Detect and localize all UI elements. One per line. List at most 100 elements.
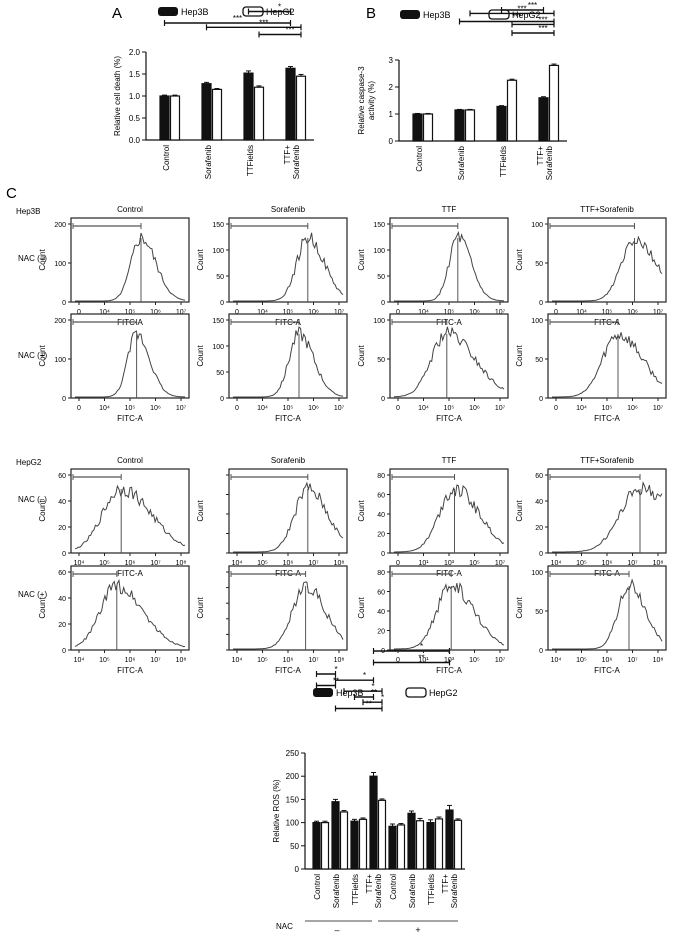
flow-histogram-trace	[233, 232, 344, 302]
flow-x-tick-label: 0	[77, 309, 81, 316]
flow-x-tick-label: 10⁵	[125, 405, 136, 412]
flow-x-tick-label: 0	[554, 309, 558, 316]
bar-hepg2	[548, 64, 560, 142]
significance-label: ***	[517, 4, 526, 13]
flow-x-tick-label: 10⁵	[444, 309, 455, 316]
flow-x-tick-label: 10⁷	[308, 560, 319, 567]
flow-histogram-trace	[75, 330, 185, 398]
flow-x-title: FITC-A	[436, 318, 462, 327]
y-tick-label: 0	[389, 137, 394, 146]
flow-x-tick-label: 0	[396, 560, 400, 567]
flow-y-title: Count	[38, 500, 47, 522]
flow-y-tick-label: 20	[377, 532, 385, 539]
flow-histogram-trace	[394, 230, 505, 302]
significance-label: ***	[285, 26, 294, 35]
bar-hepg2	[506, 79, 518, 142]
flow-x-tick-label: 10⁸	[653, 560, 664, 567]
flow-y-tick-label: 60	[58, 473, 66, 480]
flow-x-tick-label: 10⁴	[576, 309, 587, 316]
flow-panel-title: Control	[117, 456, 143, 465]
flow-y-title: Count	[515, 345, 524, 367]
y-tick-label: 0.0	[129, 136, 141, 145]
flow-panel-15: 0 20 40 60 80 Count 0 10¹ 10³ 10⁵ 10⁷ FITC-A	[357, 565, 509, 675]
y-tick-label: 2.0	[129, 48, 141, 57]
flow-y-title: Count	[357, 249, 366, 271]
legend-b-hep3b-swatch	[400, 10, 420, 19]
legend-d-hep3b-swatch	[313, 688, 333, 697]
flow-histogram-trace	[394, 581, 505, 650]
flow-y-title: Count	[196, 500, 205, 522]
flow-y-tick-label: 150	[212, 318, 224, 325]
bar-hepg2	[377, 799, 387, 870]
significance-label: *	[381, 693, 384, 702]
flow-x-tick-label: 10⁷	[627, 657, 638, 664]
flow-x-tick-label: 10³	[444, 560, 455, 567]
flow-y-title: Count	[515, 500, 524, 522]
flow-x-tick-label: 10⁴	[74, 657, 85, 664]
flow-histogram-trace	[75, 232, 186, 302]
flow-x-title: FITC-A	[275, 666, 301, 675]
flow-y-tick-label: 40	[535, 499, 543, 506]
flow-y-tick-label: 40	[377, 609, 385, 616]
flow-y-tick-label: 50	[535, 609, 543, 616]
flow-histogram-trace	[552, 332, 663, 398]
y-tick-label: 1.0	[129, 92, 141, 101]
bar-hepg2	[453, 819, 463, 870]
flow-x-tick-label: 10⁴	[418, 309, 429, 316]
bar-hep3b	[285, 67, 296, 141]
significance-label: ***	[233, 14, 242, 23]
legend-b-hepg2-swatch	[488, 9, 510, 20]
flow-x-tick-label: 0	[396, 657, 400, 664]
flow-y-tick-label: 80	[377, 570, 385, 577]
flow-histogram-trace	[552, 235, 663, 302]
bar-hep3b	[201, 83, 212, 141]
panel-c-letter: C	[6, 185, 17, 202]
flow-x-tick-label: 10⁴	[257, 405, 268, 412]
flow-y-tick-label: 100	[531, 318, 543, 325]
flow-x-tick-label: 10⁶	[469, 309, 480, 316]
flow-x-tick-label: 10⁶	[602, 560, 613, 567]
panel-a-letter: A	[112, 5, 122, 22]
flow-y-tick-label: 0	[539, 551, 543, 558]
flow-panel-title: Control	[117, 205, 143, 214]
flow-panel-title: TTF+Sorafenib	[580, 205, 634, 214]
significance-label: ***	[528, 1, 537, 10]
bar-chart-a: 0.0 0.5 1.0 1.5 2.0 Relative cell death (%) Co…	[113, 3, 314, 179]
flow-x-tick-label: 10⁷	[150, 657, 161, 664]
flow-frame	[389, 565, 509, 651]
y-tick-label: 1	[389, 110, 394, 119]
bar-hep3b	[426, 821, 435, 870]
bar-hep3b	[159, 95, 170, 141]
flow-y-tick-label: 0	[62, 396, 66, 403]
bar-hep3b	[538, 97, 549, 142]
flow-x-tick-label: 10⁴	[232, 560, 243, 567]
flow-y-tick-label: 0	[220, 300, 224, 307]
flow-panel-9: Control 0 20 40 60 Count 10⁴ 10⁵ 10⁶ 10⁷ 10⁸ FITC-A	[38, 456, 190, 578]
flow-x-tick-label: 10⁶	[627, 405, 638, 412]
y-tick-label: 200	[286, 772, 300, 781]
flow-y-tick-label: 20	[535, 525, 543, 532]
flow-panel-16: 0 50 100 Count 10⁴ 10⁵ 10⁶ 10⁷ 10⁸ FITC-A	[515, 565, 667, 675]
flow-x-tick-label: 10⁴	[551, 560, 562, 567]
row-label-hepg2-nac-plus: NAC (+)	[18, 590, 47, 599]
nac-minus-sign: –	[334, 925, 339, 935]
x-category-label: Control	[415, 146, 424, 172]
flow-x-title: FITC-A	[117, 666, 143, 675]
flow-y-title: Count	[38, 249, 47, 271]
flow-x-tick-label: 10⁷	[653, 405, 664, 412]
bar-hepg2	[415, 820, 425, 870]
legend-d-hepg2-label: HepG2	[429, 688, 458, 698]
flow-y-title: Count	[357, 597, 366, 619]
flow-frame	[389, 217, 509, 303]
flow-frame	[547, 468, 667, 554]
flow-y-tick-label: 20	[58, 622, 66, 629]
flow-y-tick-label: 0	[62, 551, 66, 558]
x-category-label: Control	[162, 145, 171, 171]
bar-hepg2	[396, 824, 406, 870]
flow-frame	[70, 468, 190, 554]
flow-x-tick-label: 10⁶	[469, 405, 480, 412]
flow-panel-7: 0 50 100 Count 0 10⁴ 10⁵ 10⁶ 10⁷ FITC-A	[357, 313, 509, 423]
flow-y-tick-label: 60	[377, 493, 385, 500]
flow-frame	[389, 468, 509, 554]
